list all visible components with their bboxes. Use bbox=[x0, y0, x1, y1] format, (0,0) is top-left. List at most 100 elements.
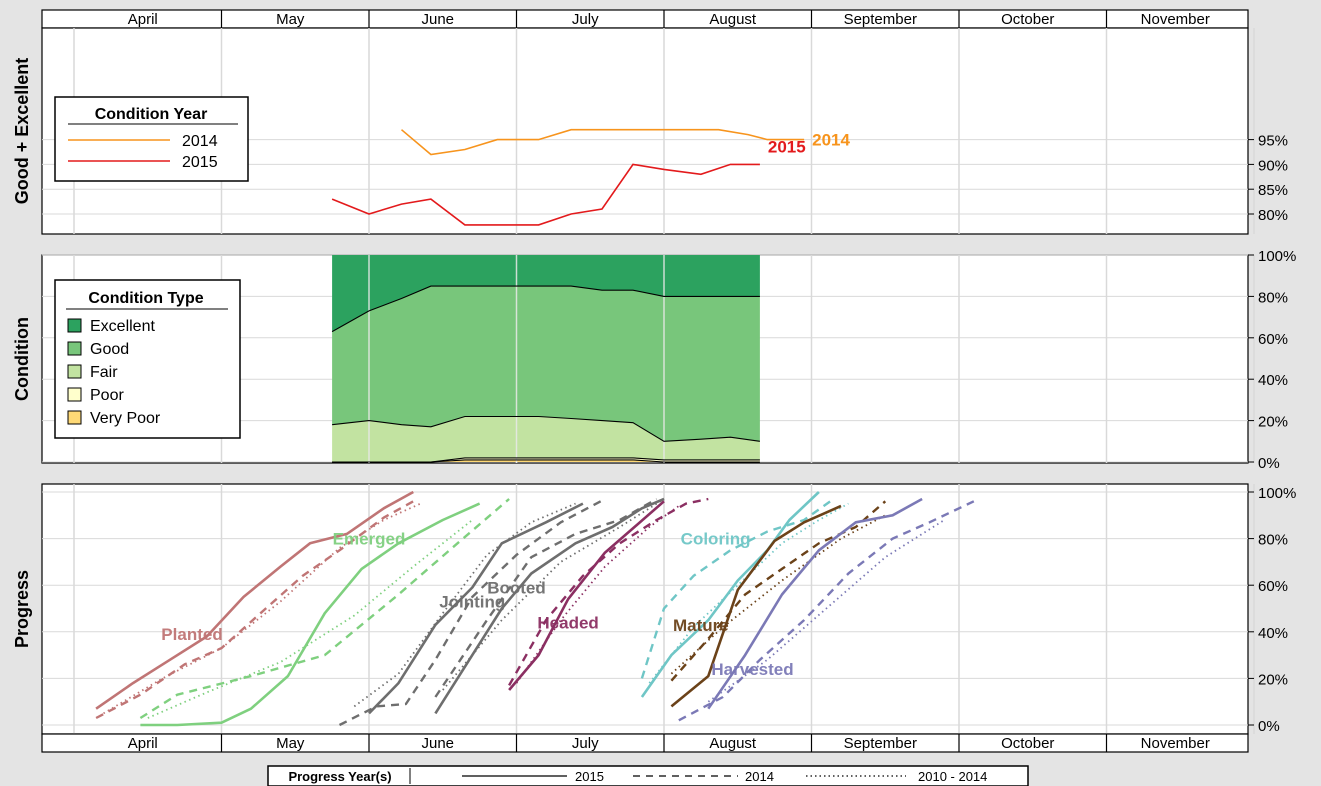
y-tick-label: 20% bbox=[1258, 671, 1288, 688]
y-tick-label: 80% bbox=[1258, 289, 1288, 306]
legend-label-good: Good bbox=[90, 341, 129, 358]
month-label-august: August bbox=[709, 11, 757, 28]
month-label-october: October bbox=[1001, 735, 1054, 752]
progress-line-mature-2014 bbox=[670, 500, 887, 682]
y-tick-label: 80% bbox=[1258, 207, 1288, 224]
progress-line-emerged-2014 bbox=[139, 498, 510, 720]
month-label-july: July bbox=[572, 735, 599, 752]
condition-type-legend: Condition Type Excellent Good Fair Poor Very… bbox=[54, 279, 241, 439]
legend-swatch-excellent bbox=[67, 318, 82, 333]
y-tick-label: 60% bbox=[1258, 331, 1288, 348]
y-tick-label: 20% bbox=[1258, 414, 1288, 431]
condition-year-legend-title: Condition Year bbox=[95, 106, 208, 123]
panel-1-y-ticks: 80% 85% 90% 95% bbox=[1248, 133, 1288, 224]
panel-1-y-label: Good + Excellent bbox=[12, 58, 32, 205]
legend-label-2014-progress: 2014 bbox=[745, 769, 774, 784]
progress-line-emerged-avg-2010-2014 bbox=[147, 519, 473, 719]
month-label-november: November bbox=[1141, 735, 1210, 752]
progress-line-booted-avg-2010-2014 bbox=[442, 498, 665, 691]
stage-label-coloring: Coloring bbox=[681, 530, 751, 549]
y-tick-label: 100% bbox=[1258, 485, 1296, 502]
progress-line-emerged-2015 bbox=[140, 502, 481, 727]
panel-3-y-ticks: 0% 20% 40% 60% 80% 100% bbox=[1248, 485, 1296, 735]
progress-line-harvested-2014 bbox=[678, 500, 975, 722]
month-label-may: May bbox=[276, 11, 305, 28]
legend-swatch-fair bbox=[67, 364, 82, 379]
y-tick-label: 60% bbox=[1258, 578, 1288, 595]
progress-line-harvested-avg-2010-2014 bbox=[707, 519, 945, 703]
y-tick-label: 100% bbox=[1258, 248, 1296, 265]
progress-line-jointing-2015 bbox=[368, 502, 584, 715]
legend-label-poor: Poor bbox=[90, 387, 124, 404]
y-tick-label: 0% bbox=[1258, 718, 1280, 735]
progress-line-booted-2015 bbox=[434, 497, 665, 715]
condition-type-legend-title: Condition Type bbox=[88, 290, 203, 307]
y-tick-label: 40% bbox=[1258, 372, 1288, 389]
condition-band-good bbox=[332, 286, 760, 442]
progress-year-legend-title: Progress Year(s) bbox=[288, 769, 391, 784]
legend-label-2014: 2014 bbox=[182, 133, 218, 150]
legend-label-2015: 2015 bbox=[182, 154, 218, 171]
legend-label-2010-2014-progress: 2010 - 2014 bbox=[918, 769, 987, 784]
y-tick-label: 0% bbox=[1258, 455, 1280, 472]
panel-1-series: 2014 2015 bbox=[331, 128, 850, 226]
month-label-october: October bbox=[1001, 11, 1054, 28]
progress-line-harvested-2015 bbox=[707, 497, 923, 710]
condition-band-fair bbox=[332, 416, 760, 462]
legend-swatch-good bbox=[67, 341, 82, 356]
progress-line-planted-2015 bbox=[95, 490, 414, 710]
month-label-june: June bbox=[421, 11, 454, 28]
month-label-september: September bbox=[844, 735, 917, 752]
condition-band-excellent bbox=[332, 255, 760, 332]
stage-label-headed: Headed bbox=[537, 613, 598, 632]
stage-label-mature: Mature bbox=[673, 616, 729, 635]
stage-label-emerged: Emerged bbox=[333, 530, 406, 549]
legend-label-excellent: Excellent bbox=[90, 318, 155, 335]
y-tick-label: 40% bbox=[1258, 625, 1288, 642]
progress-year-legend: Progress Year(s) 2015 2014 2010 - 2014 bbox=[267, 765, 1029, 786]
y-tick-label: 90% bbox=[1258, 157, 1288, 174]
progress-line-jointing-avg-2010-2014 bbox=[353, 502, 576, 708]
y-tick-label: 85% bbox=[1258, 182, 1288, 199]
legend-label-very-poor: Very Poor bbox=[90, 410, 161, 427]
panel-1-plot-area bbox=[41, 27, 1249, 235]
progress-line-jointing-2014 bbox=[338, 497, 606, 727]
bottom-month-axis: April May June July August September October No… bbox=[41, 733, 1249, 753]
top-month-axis: April May June July August September October No… bbox=[41, 9, 1249, 29]
progress-line-mature-2015 bbox=[670, 504, 842, 708]
progress-line-coloring-2015 bbox=[640, 491, 820, 698]
series-end-label-2015: 2015 bbox=[768, 137, 806, 156]
condition-boundary-good bbox=[331, 285, 760, 333]
series-end-label-2014: 2014 bbox=[812, 131, 850, 150]
progress-line-headed-2014 bbox=[508, 497, 709, 686]
panel-2-y-ticks: 0% 20% 40% 60% 80% 100% bbox=[1248, 248, 1296, 472]
month-label-may: May bbox=[276, 735, 305, 752]
panel-3-series bbox=[95, 490, 975, 727]
panel-2-y-label: Condition bbox=[12, 317, 32, 401]
panel-3-grid bbox=[42, 484, 1255, 734]
condition-type-legend-box bbox=[54, 279, 241, 439]
month-label-july: July bbox=[572, 11, 599, 28]
progress-line-coloring-2014 bbox=[640, 498, 835, 679]
condition-year-legend: Condition Year 2014 2015 bbox=[54, 96, 249, 182]
stage-label-harvested: Harvested bbox=[711, 660, 793, 679]
stage-label-booted: Booted bbox=[487, 579, 546, 598]
condition-boundary-very-poor bbox=[332, 459, 760, 463]
condition-line-2015 bbox=[331, 163, 760, 226]
condition-panel: 0% 20% 40% 60% 80% 100% Condition Condition T… bbox=[12, 248, 1296, 472]
legend-swatch-poor bbox=[67, 387, 82, 402]
stage-label-jointing: Jointing bbox=[439, 593, 505, 612]
condition-boundary-fair bbox=[332, 415, 760, 442]
month-label-april: April bbox=[128, 11, 158, 28]
month-label-june: June bbox=[421, 735, 454, 752]
legend-label-2015-progress: 2015 bbox=[575, 769, 604, 784]
progress-line-planted-2014 bbox=[95, 500, 414, 720]
stage-label-planted: Planted bbox=[161, 625, 222, 644]
panel-3-y-label: Progress bbox=[12, 570, 32, 648]
panel-3-plot-area bbox=[41, 483, 1249, 735]
month-label-november: November bbox=[1141, 11, 1210, 28]
month-label-september: September bbox=[844, 11, 917, 28]
legend-label-fair: Fair bbox=[90, 364, 118, 381]
